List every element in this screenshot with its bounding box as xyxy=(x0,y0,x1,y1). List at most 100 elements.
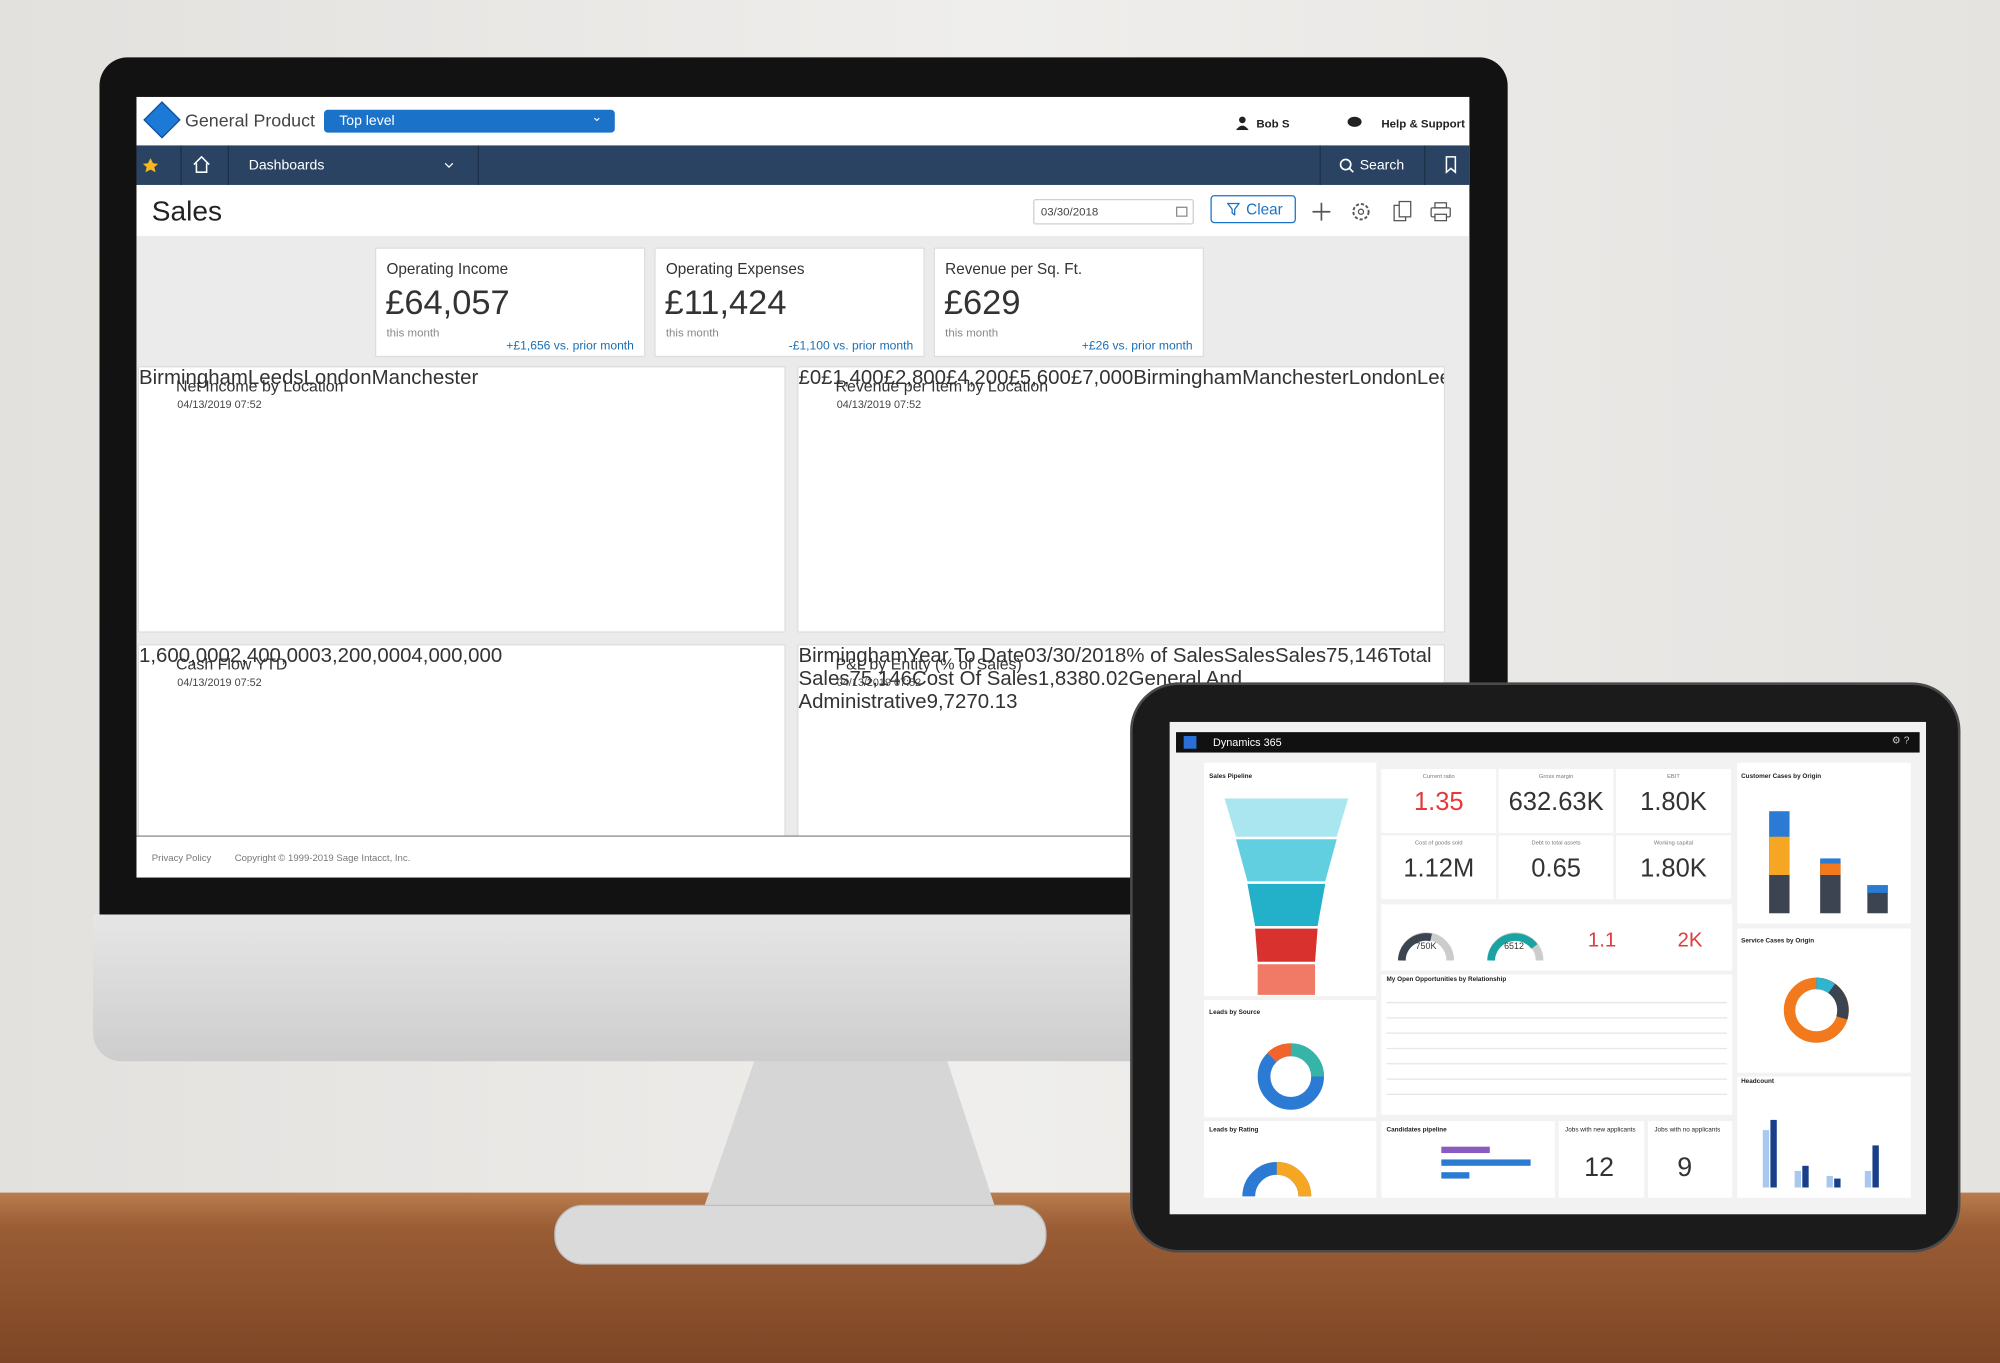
kpi-tile: EBIT 1.80K xyxy=(1616,769,1731,833)
tile-panel xyxy=(1647,1121,1733,1198)
user-icon xyxy=(1235,116,1249,131)
row-amount: 75,146 xyxy=(849,668,912,691)
kpi-tile: Cost of goods sold 1.12M xyxy=(1381,835,1497,900)
tile-panel xyxy=(1381,974,1733,1115)
toolbar-icons xyxy=(1312,200,1451,222)
kpi-card: Operating Income £64,057 this month +£1,656… xyxy=(374,247,646,358)
chat-icon xyxy=(1347,116,1362,127)
tile-value: 0.65 xyxy=(1531,854,1581,883)
widget-timestamp: 04/13/2019 07:52 xyxy=(177,676,262,689)
section-title: Headcount xyxy=(1741,1077,1775,1086)
kpi-label: Operating Income xyxy=(386,260,509,279)
help-link[interactable]: Help & Support xyxy=(1381,117,1465,131)
widget-graphics: 1,600,0002,400,0003,200,0004,000,000 xyxy=(139,645,502,668)
section-title: Jobs with new applicants xyxy=(1565,1126,1636,1134)
section-title: Jobs with no applicants xyxy=(1654,1126,1721,1134)
settings-icon[interactable] xyxy=(1352,203,1370,221)
kpi-period: this month xyxy=(386,326,440,340)
funnel-stage xyxy=(1257,964,1316,995)
section-title: Customer Cases by Origin xyxy=(1741,772,1822,781)
calendar-icon xyxy=(1176,206,1188,217)
tile-label: Working capital xyxy=(1653,839,1694,846)
kpi-period: this month xyxy=(665,326,719,340)
tile-panel xyxy=(1204,1121,1377,1198)
count: 12 xyxy=(1584,1153,1614,1183)
clear-label: Clear xyxy=(1246,200,1283,219)
tile-panel xyxy=(1558,1121,1645,1198)
widget-title: Cash Flow YTD xyxy=(176,655,288,674)
row-amount: 1,838 xyxy=(1037,668,1089,691)
clear-button[interactable]: Clear xyxy=(1210,195,1296,224)
decor-table xyxy=(1386,1001,1728,1096)
kpi-period: this month xyxy=(945,326,999,340)
nav-bar: Dashboards Search xyxy=(136,145,1470,185)
kpi-value: £629 xyxy=(943,283,1021,322)
kpi-tile: Working capital 1.80K xyxy=(1616,835,1731,900)
funnel-stage xyxy=(1255,928,1318,962)
kpi-change: +£26 vs. prior month xyxy=(1081,339,1193,354)
section-title: Candidates pipeline xyxy=(1386,1126,1447,1134)
privacy-link[interactable]: Privacy Policy xyxy=(151,852,212,864)
y-tick-label: 1,600,000 xyxy=(139,645,230,668)
home-icon[interactable] xyxy=(193,155,210,173)
app-launcher[interactable] xyxy=(1183,735,1197,749)
table-header: Birmingham xyxy=(798,645,908,668)
monitor-screen: General Product Top level ⌄ Bob S Help &… xyxy=(136,96,1470,878)
copyright: Copyright © 1999-2019 Sage Intacct, Inc. xyxy=(234,852,411,864)
tile-label: EBIT xyxy=(1667,772,1680,780)
y-tick-label: £5,600 xyxy=(1008,367,1071,390)
tile-label: Debt to total assets xyxy=(1531,839,1581,846)
x-tick-label: Leeds xyxy=(1416,367,1444,390)
funnel-stage xyxy=(1224,798,1349,837)
metric-value: 1.1 xyxy=(1587,929,1617,952)
kpi-label: Revenue per Sq. Ft. xyxy=(945,260,1083,279)
dashboard-content: Operating Income £64,057 this month +£1,656… xyxy=(136,235,1470,836)
date-input[interactable]: 03/30/2018 xyxy=(1033,198,1194,225)
y-tick-label: £2,800 xyxy=(883,367,947,390)
decor-gauges xyxy=(1397,932,1544,961)
widget-panel: BirminghamLeedsLondonManchester Net Incom… xyxy=(137,366,786,633)
section-title: Service Cases by Origin xyxy=(1741,937,1815,946)
tile-value: 1.12M xyxy=(1403,854,1475,883)
kpi-value: £64,057 xyxy=(385,283,510,322)
widget-panel: 1,600,0002,400,0003,200,0004,000,000 Cash… xyxy=(137,644,786,836)
page-title: Sales xyxy=(151,195,222,228)
nav-icons xyxy=(142,145,1457,185)
section-title: Sales Pipeline xyxy=(1209,772,1253,781)
tablet-graphics xyxy=(1224,798,1888,1197)
level-select[interactable]: Top level ⌄ xyxy=(323,109,615,133)
table-header: % of Sales xyxy=(1126,645,1224,668)
widget-timestamp: 04/13/2019 07:52 xyxy=(836,676,922,689)
y-tick-label: £4,200 xyxy=(946,367,1009,390)
tile-layer: Current ratio 1.35 Gross margin 632.63K EBIT… xyxy=(1170,722,1926,1214)
row-pct: 0.02 xyxy=(1088,668,1129,691)
tile-label: Gross margin xyxy=(1538,772,1574,780)
widget-panel: £0£1,400£2,800£4,200£5,600£7,000Birmingh… xyxy=(797,366,1446,633)
row-label: Sales xyxy=(1223,645,1275,668)
user-name[interactable]: Bob S xyxy=(1256,117,1290,131)
star-icon[interactable] xyxy=(142,158,159,173)
stand-neck xyxy=(701,1058,998,1215)
widget-timestamp: 04/13/2019 07:52 xyxy=(836,397,922,411)
metric-value: 750K xyxy=(1415,942,1437,952)
metric-value: 6512 xyxy=(1504,942,1524,952)
widget-graphics: £0£1,400£2,800£4,200£5,600£7,000Birmingh… xyxy=(798,367,1444,390)
y-tick-label: 2,400,000 xyxy=(229,645,321,668)
count: 9 xyxy=(1677,1153,1693,1183)
metric-value: 2K xyxy=(1677,929,1703,952)
kpi-change: +£1,656 vs. prior month xyxy=(506,339,634,354)
slice-label: Manchester xyxy=(371,367,479,390)
section-title: Leads by Source xyxy=(1209,1008,1261,1017)
nav-menu[interactable]: Dashboards xyxy=(248,158,325,174)
add-icon[interactable] xyxy=(1312,202,1331,221)
row-amount: 9,727 xyxy=(926,691,978,714)
search-button[interactable]: Search xyxy=(1359,158,1405,174)
tile-label: Cost of goods sold xyxy=(1414,839,1463,846)
kpi-label: Operating Expenses xyxy=(665,260,805,279)
slice-label: London xyxy=(303,367,372,390)
slice-label: Birmingham xyxy=(139,367,248,390)
kpi-change: -£1,100 vs. prior month xyxy=(788,339,914,354)
bookmark-icon[interactable] xyxy=(1445,156,1457,174)
widget-title: Revenue per Item by Location xyxy=(835,377,1049,396)
